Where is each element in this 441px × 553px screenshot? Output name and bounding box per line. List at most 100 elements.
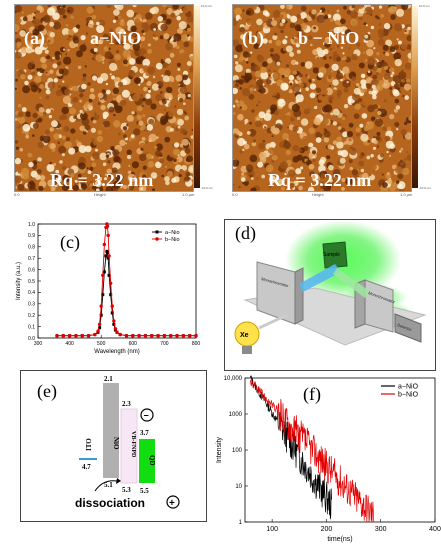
afm-grain <box>356 5 364 9</box>
afm-grain <box>188 97 192 100</box>
energy-diagram: ITO 4.7 NiO 2.1 5.1 VB-FNPD 2.3 5.3 QD 3… <box>75 375 180 510</box>
afm-grain <box>183 109 186 113</box>
afm-grain <box>280 82 289 91</box>
x-tick-label: 400 <box>429 526 441 533</box>
vb-top-value: 2.3 <box>122 400 131 408</box>
afm-image-a <box>14 4 194 192</box>
afm-grain <box>387 178 393 185</box>
afm-grain <box>94 112 97 115</box>
afm-grain <box>175 45 180 50</box>
left-monochromator <box>256 261 296 325</box>
afm-axis-end-b: 1.0 µm <box>400 192 413 197</box>
afm-grain <box>329 56 332 60</box>
afm-grain <box>177 125 181 129</box>
afm-grain <box>116 135 120 138</box>
afm-grain <box>370 154 374 158</box>
afm-grain <box>75 139 79 143</box>
y-axis-label: Intensity <box>216 436 223 463</box>
afm-grain <box>70 128 76 134</box>
data-point <box>187 334 192 338</box>
pl-spectrum-chart: 300 400 500 600 700 800 0.0 0.1 0.2 0.3 0.4 0.5 0.6 0… <box>16 222 200 355</box>
data-point <box>115 330 119 334</box>
afm-grain <box>82 77 87 82</box>
afm-grain <box>381 173 384 176</box>
afm-image-b <box>232 4 412 192</box>
afm-grain <box>332 140 338 145</box>
afm-grain <box>327 14 332 19</box>
afm-grain <box>256 54 263 61</box>
afm-grain <box>406 44 411 50</box>
afm-grain <box>241 88 250 97</box>
afm-grain <box>393 23 403 32</box>
afm-grain <box>126 149 132 155</box>
afm-grain <box>109 137 113 142</box>
afm-grain <box>262 38 268 44</box>
afm-grain <box>352 145 355 148</box>
afm-grain <box>72 184 79 191</box>
afm-grain <box>395 105 401 110</box>
afm-grain <box>376 131 381 136</box>
vb-fnpd-bar <box>120 408 138 484</box>
afm-grain <box>120 41 125 46</box>
data-point <box>108 281 113 285</box>
afm-grain <box>406 78 410 83</box>
x-tick-label: 400 <box>65 341 74 347</box>
afm-grain <box>112 120 121 128</box>
afm-grain <box>240 34 246 40</box>
afm-grain <box>364 6 373 15</box>
afm-grain <box>74 179 78 183</box>
data-point <box>112 322 116 326</box>
afm-grain <box>27 74 33 80</box>
afm-grain <box>99 152 107 161</box>
afm-grain <box>127 26 132 31</box>
afm-grain <box>181 165 188 171</box>
afm-grain <box>22 85 30 94</box>
afm-grain <box>15 60 22 69</box>
afm-grain <box>101 89 107 94</box>
afm-grain <box>47 81 56 90</box>
afm-colorbar-b <box>412 6 418 188</box>
afm-grain <box>401 5 409 10</box>
afm-grain <box>63 153 70 159</box>
afm-grain <box>400 147 404 151</box>
data-point <box>118 332 122 337</box>
afm-grain <box>385 52 390 57</box>
afm-grain <box>275 39 282 47</box>
afm-grain <box>372 104 379 110</box>
afm-grain <box>255 120 262 128</box>
afm-grain <box>51 148 56 152</box>
afm-grain <box>34 46 43 55</box>
data-point <box>109 293 113 297</box>
afm-grain <box>55 176 62 183</box>
afm-grain <box>298 185 303 191</box>
afm-grain <box>126 154 132 160</box>
afm-grain <box>347 188 350 191</box>
afm-grain <box>165 180 170 186</box>
afm-grain <box>55 169 60 174</box>
afm-grain <box>45 108 51 114</box>
afm-grain <box>139 93 144 98</box>
legend-label: a−NiO <box>398 384 419 391</box>
afm-grain <box>290 59 297 66</box>
plot-frame <box>244 377 436 523</box>
afm-grain <box>52 63 58 69</box>
afm-grain <box>365 24 368 27</box>
afm-grain <box>94 180 102 188</box>
afm-grain <box>140 36 146 42</box>
afm-grain <box>45 89 51 95</box>
afm-grain <box>26 14 34 22</box>
afm-grain <box>272 53 280 62</box>
afm-grain <box>132 176 136 180</box>
afm-grain <box>300 118 309 126</box>
detector-label: Detector <box>397 322 414 332</box>
afm-grain <box>257 100 261 104</box>
afm-grain <box>96 21 100 26</box>
afm-grain <box>261 174 266 179</box>
afm-grain <box>72 96 79 103</box>
afm-grain <box>139 153 147 162</box>
afm-grain <box>64 34 69 39</box>
afm-grain <box>81 111 85 115</box>
afm-grain <box>407 52 411 59</box>
afm-grain <box>323 130 331 138</box>
afm-grain <box>308 79 312 83</box>
